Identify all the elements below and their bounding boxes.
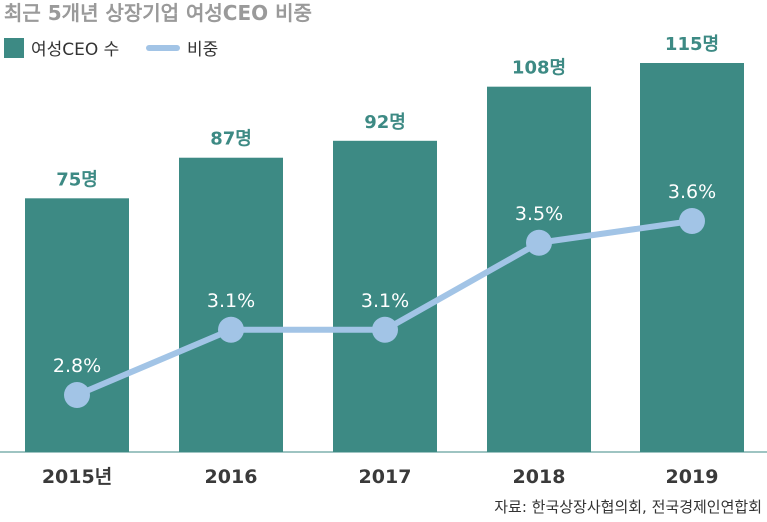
ratio-label-4: 3.6% <box>668 181 716 203</box>
ratio-point-0 <box>64 382 90 408</box>
bar-value-label-0: 75명 <box>56 169 98 190</box>
category-labels: 2015년 2016 2017 2018 2019 <box>42 466 719 488</box>
category-label-4: 2019 <box>666 466 719 488</box>
bar-value-labels: 75명 87명 92명 108명 115명 <box>56 34 719 190</box>
bar-4 <box>640 63 744 452</box>
bar-3 <box>487 86 591 453</box>
bar-value-label-3: 108명 <box>512 58 566 79</box>
line-series: 2.8% 3.1% 3.1% 3.5% 3.6% <box>53 181 716 408</box>
category-label-1: 2016 <box>205 466 258 488</box>
bar-2 <box>333 140 437 453</box>
source-note: 자료: 한국상장사협의회, 전국경제인연합회 <box>494 498 762 516</box>
chart-title: 최근 5개년 상장기업 여성CEO 비중 <box>4 1 312 25</box>
category-label-0: 2015년 <box>42 466 112 488</box>
ratio-point-3 <box>526 229 552 256</box>
ratio-label-0: 2.8% <box>53 355 101 377</box>
ratio-point-4 <box>679 208 705 234</box>
bar-value-label-1: 87명 <box>210 129 252 150</box>
category-label-2: 2017 <box>359 466 412 488</box>
legend-line-label: 비중 <box>187 40 218 60</box>
bar-value-label-4: 115명 <box>665 34 719 55</box>
legend: 여성CEO 수 비중 <box>4 38 218 60</box>
category-label-3: 2018 <box>513 466 566 488</box>
ratio-label-3: 3.5% <box>515 203 563 225</box>
ratio-label-2: 3.1% <box>361 290 409 312</box>
bar-series <box>25 63 744 453</box>
bar-value-label-2: 92명 <box>364 112 406 133</box>
ratio-label-1: 3.1% <box>207 290 255 312</box>
legend-bar-label: 여성CEO 수 <box>31 40 119 60</box>
ratio-point-2 <box>372 316 398 343</box>
legend-line-swatch <box>146 45 180 51</box>
bar-1 <box>179 157 283 452</box>
bar-0 <box>25 198 129 452</box>
legend-bar-swatch <box>4 38 24 58</box>
ratio-point-1 <box>218 316 244 343</box>
